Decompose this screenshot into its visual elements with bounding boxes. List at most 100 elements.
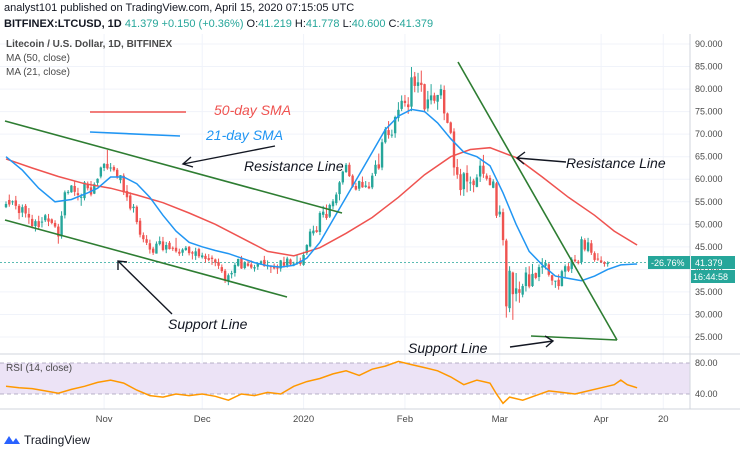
candle-body [207,258,210,260]
candle-body [83,182,86,199]
arrow-head-resistance-right [515,151,526,165]
resistance-line-label-right: Resistance Line [566,155,666,171]
header: analyst101 published on TradingView.com,… [0,0,740,34]
candle-body [171,247,174,249]
candle-body [220,267,224,272]
countdown-tag [691,270,735,283]
candle-body [145,239,148,243]
candle-body [308,231,312,247]
candle-body [606,263,609,265]
moving-averages [5,108,638,282]
candle-body [109,167,112,169]
ohlc-line: BITFINEX:LTCUSD, 1D 41.379 +0.150 (+0.36… [4,18,433,30]
candle-body [599,260,603,263]
candle-body [560,271,564,287]
candle-body [583,240,586,250]
candle-body [603,262,606,264]
candle-body [155,243,158,254]
open-label: O: [246,18,259,30]
low-label: L: [342,18,352,30]
last-price: 41.379 [124,18,159,30]
candle-body [214,259,217,263]
price-tick-label: 25.000 [695,332,723,342]
pct-tag-text: -26.76% [651,258,685,268]
candle-body [429,95,433,101]
candle-body [420,82,423,86]
candle-body [521,286,524,295]
candle-body [21,207,24,213]
candle-body [315,230,318,232]
price-tick-label: 60.000 [695,174,723,184]
candle-body [557,279,560,287]
candle-body [184,247,188,251]
footer[interactable]: TradingView [4,433,90,447]
tradingview-logo-icon [4,436,20,444]
candle-body [14,200,18,206]
price-axis[interactable]: 90.000 85.000 80.000 75.000 70.000 65.000 60.0… [695,39,723,342]
candle-body [53,222,57,227]
candle-body [554,280,557,282]
candle-body [567,266,570,271]
candle-body [142,235,145,240]
candle-body [47,218,50,222]
candle-body [243,262,246,269]
open-value: 41.219 [258,18,292,30]
candle-body [518,289,521,293]
price-tick-label: 70.000 [695,129,723,139]
price-tick-label: 50.000 [695,219,723,229]
ma50-legend[interactable]: MA (50, close) [6,53,70,64]
candle-body [24,205,27,214]
candle-body [27,213,31,218]
candle-body [472,180,475,186]
arrow-resistance-right [516,157,567,163]
rsi-legend[interactable]: RSI (14, close) [6,363,72,374]
candle-body [478,165,482,177]
candle-body [230,272,233,275]
candle-body [30,218,34,227]
publisher-text: analyst101 published on TradingView.com,… [4,2,355,14]
candle-body [148,243,152,250]
time-axis[interactable]: Nov Dec 2020 Feb Mar Apr 20 [96,414,669,425]
price-chart[interactable]: 90.000 85.000 80.000 75.000 70.000 65.000 60.0… [0,34,740,430]
symbol[interactable]: BITFINEX:LTCUSD, 1D [4,18,122,30]
candle-body [37,221,40,228]
sma21-label: 21-day SMA [205,127,283,143]
support-line-label-right: Support Line [408,340,488,356]
candle-body [129,195,132,209]
candle-body [534,272,537,278]
price-tick-label: 30.000 [695,309,723,319]
candle-body [407,104,410,108]
candle-body [11,201,14,203]
candle-body [335,194,338,204]
time-tick-label: Apr [594,414,609,425]
candle-body [469,182,472,184]
candle-body [63,192,67,216]
rsi-series [5,360,638,405]
candle-body [34,221,37,227]
grid [0,34,690,409]
price-tick-label: 45.000 [695,242,723,252]
candle-body [344,164,348,173]
candle-body [442,89,446,114]
time-tick-label: 2020 [293,414,314,425]
candle-body [44,215,47,221]
candle-body [550,275,554,281]
candle-body [462,173,465,190]
candle-body [338,182,341,195]
candle-body [125,190,129,198]
candle-body [210,257,214,260]
time-tick-label: Dec [194,414,211,425]
pct-tag [648,256,690,269]
ma21-legend[interactable]: MA (21, close) [6,67,70,78]
candle-body [112,167,116,171]
countdown-tag-text: 16:44:58 [693,272,728,282]
candle-body [174,247,178,252]
arrow-head-support-left [117,260,128,270]
candle-body [328,204,331,217]
price-tag [691,256,735,269]
candle-body [377,164,380,169]
price-change: +0.150 (+0.36%) [161,18,244,30]
candle-body [217,262,220,266]
price-tick-label: 65.000 [695,152,723,162]
candle-body [246,263,250,266]
